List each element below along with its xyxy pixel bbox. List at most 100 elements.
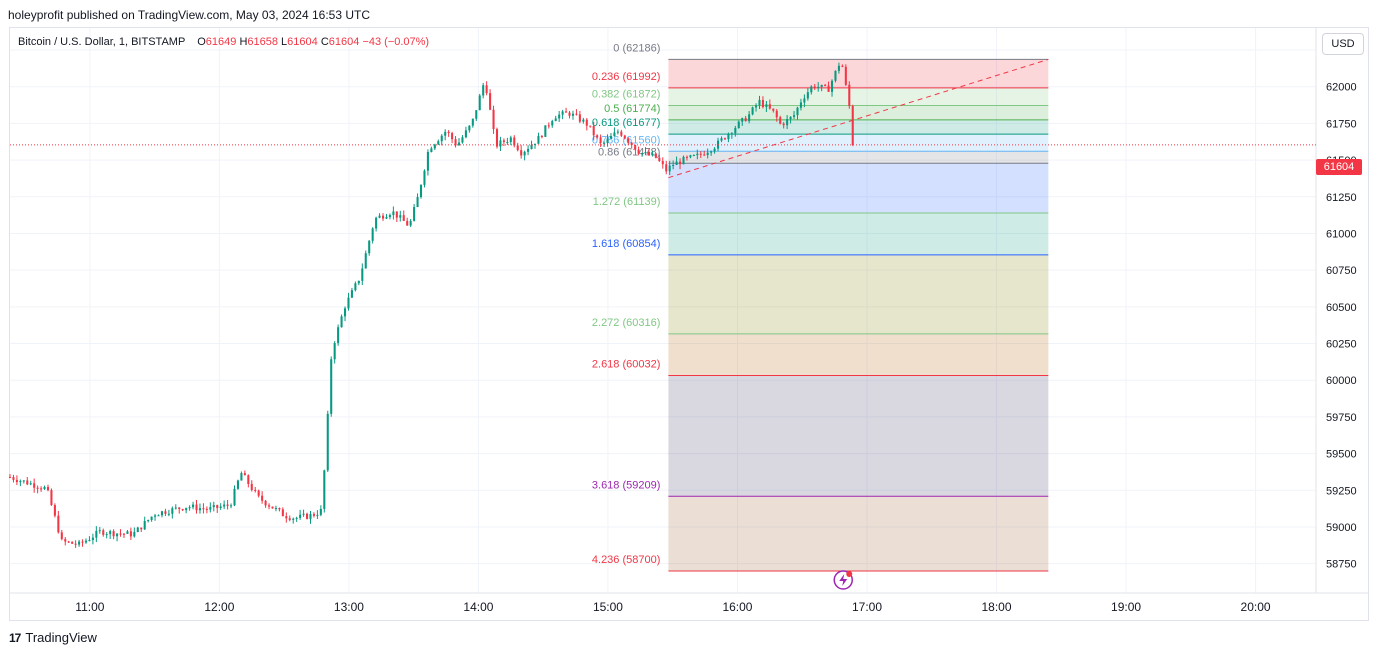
candle-body bbox=[786, 119, 789, 126]
candle-body bbox=[202, 508, 205, 510]
candle-body bbox=[74, 543, 77, 545]
lightning-bolt-icon bbox=[839, 574, 848, 586]
candle-body bbox=[105, 534, 108, 536]
candle-body bbox=[582, 119, 585, 122]
candle-body bbox=[385, 217, 388, 219]
candle-body bbox=[157, 515, 160, 517]
candle-body bbox=[623, 135, 626, 139]
candle-body bbox=[33, 483, 36, 488]
candle-body bbox=[178, 507, 181, 510]
candle-body bbox=[133, 532, 136, 537]
candle-body bbox=[672, 164, 675, 166]
high-value: 61658 bbox=[247, 36, 278, 48]
candle-body bbox=[312, 514, 315, 516]
candle-body bbox=[243, 473, 246, 476]
candle-body bbox=[223, 504, 226, 507]
candle-body bbox=[185, 507, 188, 511]
candle-body bbox=[620, 131, 623, 136]
candle-body bbox=[654, 153, 657, 158]
candle-body bbox=[371, 228, 374, 241]
candle-body bbox=[219, 506, 222, 508]
candle-body bbox=[167, 513, 170, 515]
candle-body bbox=[844, 66, 847, 85]
candle-body bbox=[475, 110, 478, 119]
candle-body bbox=[565, 111, 568, 113]
candle-body bbox=[416, 197, 419, 208]
fib-level-label: 1.618 (60854) bbox=[592, 238, 661, 250]
candle-body bbox=[444, 131, 447, 136]
fib-level-label: 4.236 (58700) bbox=[592, 554, 661, 566]
price-tick-label: 61000 bbox=[1326, 228, 1357, 240]
candle-body bbox=[95, 530, 98, 538]
time-tick-label: 17:00 bbox=[852, 600, 882, 614]
candle-body bbox=[616, 131, 619, 133]
candle-body bbox=[554, 118, 557, 122]
candle-body bbox=[60, 532, 63, 540]
candle-body bbox=[343, 308, 347, 317]
candle-body bbox=[827, 85, 830, 92]
candle-body bbox=[478, 95, 481, 111]
candle-body bbox=[119, 533, 122, 535]
candle-body bbox=[109, 531, 112, 535]
candle-body bbox=[851, 105, 854, 145]
candle-body bbox=[268, 505, 271, 507]
candle-body bbox=[440, 135, 443, 142]
fib-zone bbox=[668, 213, 1049, 255]
candle-body bbox=[36, 487, 39, 489]
candle-body bbox=[433, 144, 436, 149]
fib-zone bbox=[668, 496, 1049, 571]
candle-body bbox=[181, 509, 184, 511]
candle-body bbox=[585, 119, 588, 126]
candle-body bbox=[29, 483, 32, 485]
candle-body bbox=[603, 142, 606, 144]
candle-body bbox=[209, 507, 212, 510]
candle-body bbox=[682, 156, 685, 165]
candle-body bbox=[350, 290, 353, 298]
candle-body bbox=[388, 215, 391, 218]
candle-body bbox=[160, 511, 164, 516]
candle-body bbox=[533, 143, 537, 145]
price-tick-label: 59000 bbox=[1326, 522, 1357, 534]
tradingview-brand[interactable]: 17 TradingView bbox=[9, 630, 97, 645]
candle-body bbox=[122, 533, 126, 535]
candle-body bbox=[468, 125, 471, 131]
fib-level-label: 1.272 (61139) bbox=[593, 196, 661, 208]
symbol-name[interactable]: Bitcoin / U.S. Dollar, 1, BITSTAMP bbox=[18, 36, 186, 48]
candle-body bbox=[789, 116, 792, 120]
candle-body bbox=[495, 129, 499, 147]
candle-body bbox=[841, 65, 844, 67]
candle-body bbox=[630, 142, 633, 145]
candle-body bbox=[71, 541, 74, 544]
candle-body bbox=[727, 133, 730, 140]
candle-body bbox=[381, 215, 385, 219]
candle-body bbox=[820, 84, 823, 87]
candle-body bbox=[406, 220, 409, 226]
fib-trend-line[interactable] bbox=[668, 58, 1049, 179]
candle-body bbox=[53, 505, 56, 516]
candle-body bbox=[288, 518, 291, 520]
candle-body bbox=[451, 133, 454, 140]
currency-button[interactable]: USD bbox=[1322, 33, 1364, 55]
time-tick-label: 14:00 bbox=[463, 600, 493, 614]
candle-body bbox=[368, 240, 371, 254]
candle-body bbox=[596, 135, 599, 138]
price-tick-label: 59750 bbox=[1326, 412, 1357, 424]
candle-body bbox=[226, 504, 229, 506]
candle-body bbox=[710, 151, 713, 153]
fib-level-label: 0.618 (61677) bbox=[592, 117, 661, 129]
candle-body bbox=[285, 516, 288, 519]
candle-body bbox=[696, 153, 699, 156]
candle-body bbox=[40, 488, 43, 490]
candle-body bbox=[803, 98, 806, 103]
candle-body bbox=[530, 144, 533, 149]
candle-body bbox=[830, 80, 834, 92]
candle-body bbox=[171, 508, 174, 514]
candle-body bbox=[426, 151, 429, 171]
candle-body bbox=[26, 480, 29, 485]
candle-body bbox=[571, 113, 575, 116]
candle-body bbox=[143, 521, 146, 530]
symbol-legend: Bitcoin / U.S. Dollar, 1, BITSTAMP O6164… bbox=[18, 36, 429, 48]
candle-body bbox=[537, 135, 540, 144]
candle-body bbox=[361, 268, 364, 281]
